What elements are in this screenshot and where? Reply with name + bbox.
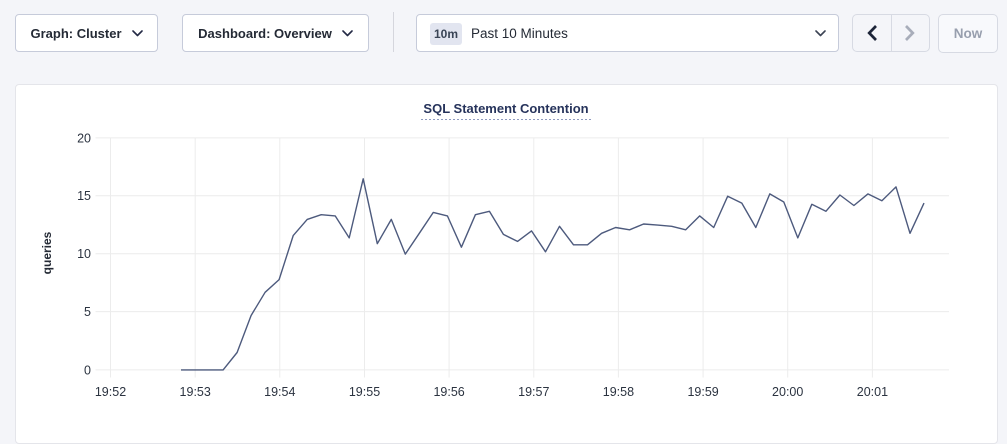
svg-text:20: 20 xyxy=(77,131,91,145)
svg-text:0: 0 xyxy=(84,363,91,377)
svg-text:queries: queries xyxy=(40,231,54,274)
svg-text:10: 10 xyxy=(77,247,91,261)
svg-text:15: 15 xyxy=(77,189,91,203)
svg-text:19:57: 19:57 xyxy=(518,385,549,399)
svg-text:20:01: 20:01 xyxy=(857,385,888,399)
svg-text:19:52: 19:52 xyxy=(95,385,126,399)
svg-text:5: 5 xyxy=(84,305,91,319)
svg-text:19:56: 19:56 xyxy=(433,385,464,399)
svg-text:19:55: 19:55 xyxy=(349,385,380,399)
svg-text:20:00: 20:00 xyxy=(772,385,803,399)
svg-text:19:58: 19:58 xyxy=(603,385,634,399)
svg-text:19:59: 19:59 xyxy=(687,385,718,399)
svg-text:19:53: 19:53 xyxy=(180,385,211,399)
svg-text:19:54: 19:54 xyxy=(264,385,295,399)
